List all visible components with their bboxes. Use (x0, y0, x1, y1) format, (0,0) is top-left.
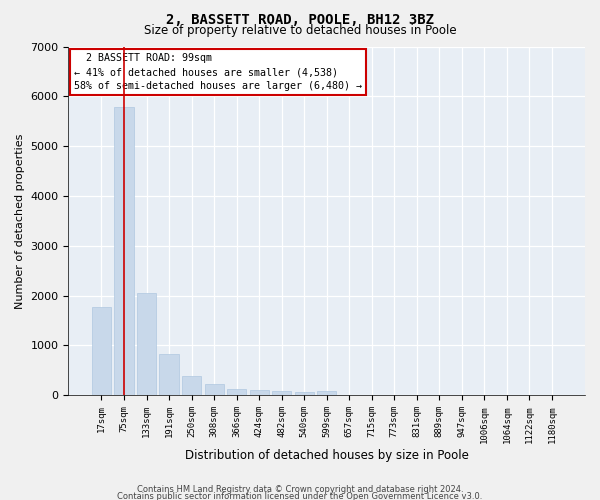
Bar (137, 292, 156, 395)
Text: 2, BASSETT ROAD, POOLE, BH12 3BZ: 2, BASSETT ROAD, POOLE, BH12 3BZ (166, 12, 434, 26)
Bar (250, 390, 269, 395)
Bar (295, 392, 314, 395)
Text: Contains HM Land Registry data © Crown copyright and database right 2024.: Contains HM Land Registry data © Crown c… (137, 484, 463, 494)
Text: 2 BASSETT ROAD: 99sqm
← 41% of detached houses are smaller (4,538)
58% of semi-d: 2 BASSETT ROAD: 99sqm ← 41% of detached … (74, 54, 362, 92)
Bar (115, 108, 134, 395)
Bar (272, 391, 291, 395)
X-axis label: Distribution of detached houses by size in Poole: Distribution of detached houses by size … (185, 450, 469, 462)
Text: Size of property relative to detached houses in Poole: Size of property relative to detached ho… (143, 24, 457, 37)
Bar (227, 390, 246, 395)
Text: Contains public sector information licensed under the Open Government Licence v3: Contains public sector information licen… (118, 492, 482, 500)
Bar (317, 391, 336, 395)
Bar (160, 354, 179, 395)
Bar (205, 384, 224, 395)
Bar (92, 306, 111, 395)
Bar (182, 376, 201, 395)
Y-axis label: Number of detached properties: Number of detached properties (15, 133, 25, 308)
